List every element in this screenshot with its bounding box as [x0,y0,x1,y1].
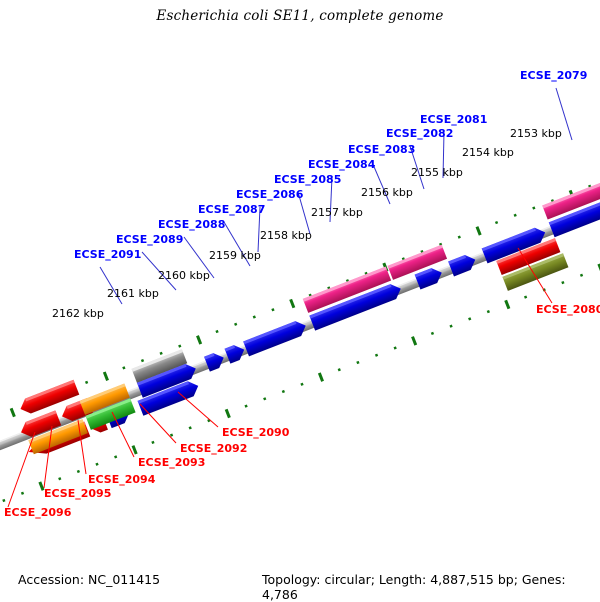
feature-blue-arrow[interactable] [548,157,600,238]
feature-orange-bar[interactable] [28,419,88,455]
leader-line [371,161,391,205]
feature-blue-arrow[interactable] [224,342,248,364]
red-gene-labels[interactable]: ECSE_2080 ECSE_2090 ECSE_2092 ECSE_2093 … [4,247,600,519]
feature-gray-box[interactable] [131,349,188,383]
blue-gene-labels[interactable]: ECSE_2079 ECSE_2081 ECSE_2082 ECSE_2083 … [74,69,587,305]
accession-text: Accession: NC_011415 [18,572,161,587]
leader-line [297,191,311,235]
leader-line [177,391,219,428]
gene-label-ECSE_2081[interactable]: ECSE_2081 [420,113,487,126]
gene-label-ECSE_2095[interactable]: ECSE_2095 [44,487,111,500]
gene-label-ECSE_2079[interactable]: ECSE_2079 [520,69,587,82]
feature-blue-arrow[interactable] [414,265,445,290]
feature-red-arrow-2080[interactable] [496,238,561,276]
feature-red-arrow[interactable] [18,379,80,417]
feature-blue-arrow[interactable] [448,252,478,277]
gene-label-ECSE_2090[interactable]: ECSE_2090 [222,426,290,439]
gene-label-ECSE_2086[interactable]: ECSE_2086 [236,188,304,201]
feature-blue-arrow[interactable] [309,281,403,331]
leader-line [517,247,553,304]
scale-label-2162: 2162 kbp [52,307,104,320]
features-reverse-lane[interactable] [10,197,569,474]
gene-label-ECSE_2091[interactable]: ECSE_2091 [74,248,141,261]
gene-label-ECSE_2092[interactable]: ECSE_2092 [180,442,247,455]
gene-label-ECSE_2082[interactable]: ECSE_2082 [386,127,453,140]
leader-line [99,266,123,305]
leader-line [257,206,261,253]
leader-line [409,145,425,190]
scale-label-2160: 2160 kbp [158,269,210,282]
gene-label-ECSE_2085[interactable]: ECSE_2085 [274,173,341,186]
features-forward-lane[interactable] [130,140,600,398]
scale-label-2161: 2161 kbp [107,287,159,300]
gene-label-ECSE_2088[interactable]: ECSE_2088 [158,218,225,231]
scale-label-2159: 2159 kbp [209,249,261,262]
leader-line [141,251,177,291]
scale-label-2154: 2154 kbp [462,146,514,159]
leader-line [77,419,87,475]
scale-label-2158: 2158 kbp [260,229,312,242]
scale-label-2156: 2156 kbp [361,186,413,199]
gene-label-ECSE_2094[interactable]: ECSE_2094 [88,473,156,486]
gene-label-ECSE_2096[interactable]: ECSE_2096 [4,506,72,519]
feature-pink-mid2[interactable] [387,244,448,280]
scale-label-2155: 2155 kbp [411,166,463,179]
gene-label-ECSE_2093[interactable]: ECSE_2093 [138,456,205,469]
feature-blue-arrow[interactable] [481,225,548,264]
scale-label-2153: 2153 kbp [510,127,562,140]
genome-stats-text: Topology: circular; Length: 4,887,515 bp… [262,572,566,602]
feature-olive-bar-2080[interactable] [502,253,569,291]
feature-green-bar[interactable] [85,398,136,430]
leader-line [329,176,333,223]
leader-line [183,236,215,279]
feature-blue-arrow-below[interactable] [137,378,202,416]
scale-label-2157: 2157 kbp [311,206,363,219]
leader-line [43,425,53,489]
gene-label-ECSE_2080[interactable]: ECSE_2080 [536,303,600,316]
page-title: Escherichia coli SE11, complete genome [156,8,444,24]
feature-orange-bar[interactable] [79,383,130,415]
footer-divider [0,556,600,557]
feature-pink-right[interactable] [542,141,600,220]
feature-red-arrow[interactable] [18,410,62,439]
gene-label-ECSE_2087[interactable]: ECSE_2087 [198,203,265,216]
leader-line [7,431,36,508]
gene-label-ECSE_2089[interactable]: ECSE_2089 [116,233,183,246]
feature-blue-arrow[interactable] [136,361,199,398]
leader-line [442,131,445,179]
gene-label-ECSE_2084[interactable]: ECSE_2084 [308,158,376,171]
feature-blue-arrow[interactable] [243,318,308,357]
scale-ticks-lower [2,263,600,503]
leader-line [555,87,573,141]
leader-line [223,221,251,267]
gene-label-ECSE_2083[interactable]: ECSE_2083 [348,143,415,156]
scale-labels: 2153 kbp 2154 kbp 2155 kbp 2156 kbp 2157… [52,127,562,320]
leader-line [111,411,135,458]
leader-line [139,403,177,444]
feature-blue-arrow[interactable] [204,350,227,372]
genome-backbone [0,160,600,482]
feature-pink-mid[interactable] [302,266,392,313]
